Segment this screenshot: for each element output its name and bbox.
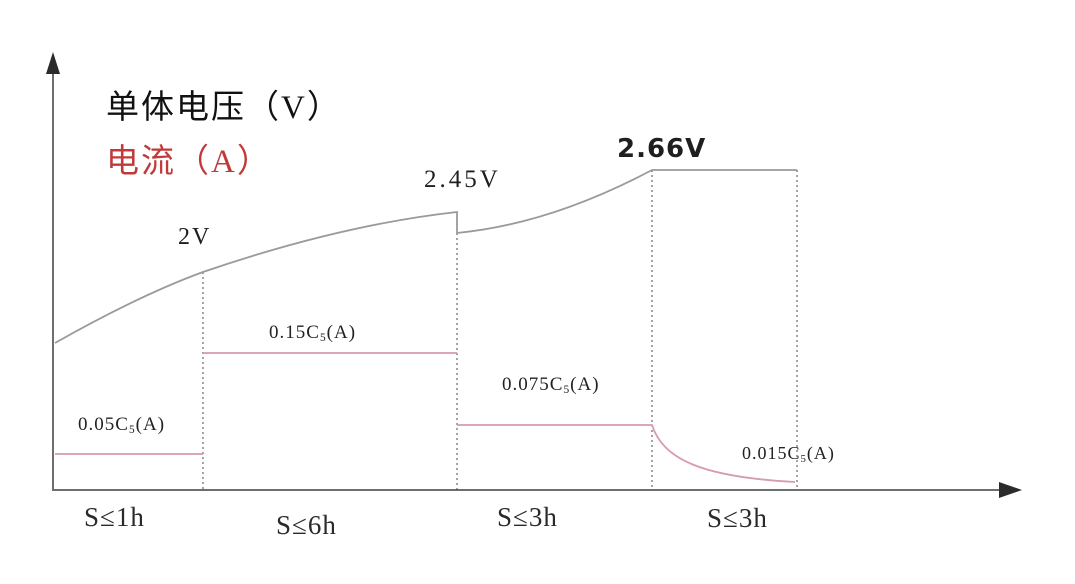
current-label-value: 0.15C — [269, 322, 320, 343]
voltage-label-2-66v: 2.66V — [617, 134, 707, 164]
current-label-stage-1: 0.05C5(A) — [78, 414, 165, 436]
x-axis-arrow-icon — [999, 482, 1022, 498]
current-label-subscript: 5 — [128, 424, 136, 437]
current-label-unit: (A) — [326, 322, 357, 343]
current-label-stage-2: 0.15C5(A) — [269, 322, 356, 344]
stage-duration-label-4: S≤3h — [707, 503, 768, 533]
stage-duration-label-2: S≤6h — [276, 510, 337, 540]
voltage-curve — [54, 169, 797, 344]
voltage-label-2v: 2V — [178, 224, 212, 250]
current-label-stage-4: 0.015C5(A) — [742, 443, 835, 465]
current-label-value: 0.05C — [78, 414, 129, 435]
current-label-stage-3: 0.075C5(A) — [502, 374, 600, 396]
y-axis-arrow-icon — [46, 52, 60, 74]
voltage-label-2-45v: 2.45V — [424, 166, 501, 193]
stage-duration-label-3: S≤3h — [497, 502, 558, 532]
current-label-subscript: 5 — [800, 453, 807, 466]
current-label-value: 0.075C — [502, 374, 564, 395]
current-curve — [55, 352, 796, 483]
current-label-unit: (A) — [570, 374, 600, 395]
current-label-subscript: 5 — [563, 384, 571, 397]
current-label-unit: (A) — [135, 414, 166, 435]
current-series-title: 电流（A） — [106, 144, 272, 180]
voltage-series-title: 单体电压（V） — [106, 90, 342, 126]
current-label-value: 0.015C — [742, 443, 801, 463]
current-label-unit: (A) — [806, 443, 835, 463]
current-label-subscript: 5 — [319, 332, 327, 345]
stage-duration-label-1: S≤1h — [84, 502, 145, 532]
